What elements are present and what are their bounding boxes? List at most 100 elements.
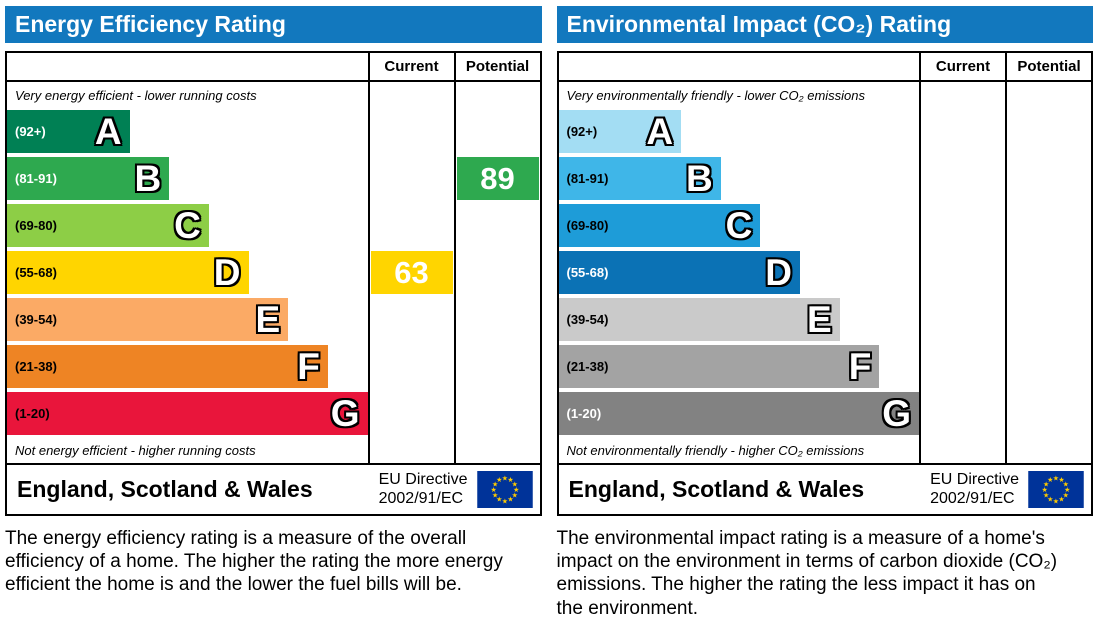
chart-header-spacer	[7, 53, 368, 80]
current-col	[919, 82, 1005, 463]
eu-flag-icon: ★ ★ ★ ★ ★ ★ ★ ★ ★ ★ ★ ★	[476, 471, 533, 508]
eu-flag-icon: ★ ★ ★ ★ ★ ★ ★ ★ ★ ★ ★ ★	[1028, 471, 1084, 508]
potential-value: 89	[456, 157, 539, 200]
footer: England, Scotland & Wales EU Directive 2…	[556, 463, 1093, 516]
band-row-E: (39-54) E	[7, 296, 368, 343]
top-note: Very environmentally friendly - lower CO…	[566, 87, 866, 103]
energy-panel-title: Energy Efficiency Rating	[5, 6, 542, 43]
band-range: (1-20)	[566, 406, 602, 421]
band-row-C: (69-80) C	[7, 202, 368, 249]
region-label: England, Scotland & Wales	[568, 476, 865, 502]
band-range: (39-54)	[15, 312, 57, 327]
band-bar-G: (1-20) G	[7, 392, 368, 435]
band-letter: G	[330, 393, 360, 434]
eu-directive-line1: EU Directive	[930, 471, 1019, 489]
band-row-D: (55-68) D	[7, 249, 368, 296]
band-letter: G	[882, 393, 911, 434]
svg-text:★: ★	[501, 474, 507, 483]
svg-text:★: ★	[511, 491, 517, 500]
environment-rating-chart: Current Potential Very environmentally f…	[556, 51, 1093, 465]
svg-text:★: ★	[1058, 475, 1064, 484]
energy-caption: The energy efficiency rating is a measur…	[5, 528, 503, 596]
environment-panel-title: Environmental Impact (CO₂) Rating	[556, 6, 1093, 43]
band-row-B: (81-91) B	[7, 155, 368, 202]
svg-text:★: ★	[1043, 479, 1049, 488]
potential-col	[1005, 82, 1091, 463]
chart-header-spacer	[559, 53, 920, 80]
footer: England, Scotland & Wales EU Directive 2…	[5, 463, 542, 516]
eu-directive-line2: 2002/91/EC	[378, 489, 464, 507]
band-bar-D: (55-68) D	[558, 251, 801, 294]
band-bar-C: (69-80) C	[558, 204, 761, 247]
chart-body: Very environmentally friendly - lower CO…	[558, 82, 1092, 463]
band-row-F: (21-38) F	[558, 343, 920, 390]
potential-column-header: Potential	[1005, 53, 1091, 80]
bottom-note: Not environmentally friendly - higher CO…	[566, 442, 865, 458]
band-letter: A	[646, 111, 674, 152]
band-range: (55-68)	[566, 265, 609, 280]
eu-directive-line2: 2002/91/EC	[930, 489, 1015, 507]
band-range: (55-68)	[15, 265, 57, 280]
band-row-F: (21-38) F	[7, 343, 368, 390]
bottom-note: Not energy efficient - higher running co…	[15, 442, 256, 458]
svg-text:★: ★	[1047, 475, 1053, 484]
column-header-row: Current Potential	[7, 53, 540, 82]
svg-text:★: ★	[511, 479, 517, 488]
column-header-row: Current Potential	[558, 53, 1091, 82]
svg-text:★: ★	[496, 475, 502, 484]
band-range: (21-38)	[15, 359, 57, 374]
band-letter: F	[848, 346, 872, 387]
band-bar-F: (21-38) F	[558, 345, 880, 388]
band-row-G: (1-20) G	[7, 390, 368, 437]
band-range: (92+)	[15, 124, 46, 139]
band-row-G: (1-20) G	[558, 390, 919, 437]
band-bar-B: (81-91) B	[7, 157, 170, 200]
energy-rating-chart: Current Potential Very energy efficient …	[5, 51, 542, 465]
band-letter: B	[134, 158, 162, 199]
svg-text:★: ★	[1063, 479, 1069, 488]
band-bar-B: (81-91) B	[558, 157, 721, 200]
band-letter: B	[685, 158, 713, 199]
environment-panel-title-text: Environmental Impact (CO₂) Rating	[566, 11, 952, 37]
svg-text:★: ★	[1064, 485, 1070, 494]
band-row-E: (39-54) E	[558, 296, 920, 343]
band-range: (21-38)	[566, 359, 609, 374]
current-column-header: Current	[919, 53, 1005, 80]
svg-text:★: ★	[507, 495, 513, 504]
band-bar-D: (55-68) D	[7, 251, 249, 294]
current-column-header: Current	[367, 53, 454, 80]
current-col: 63	[367, 82, 454, 463]
svg-text:★: ★	[1063, 491, 1069, 500]
potential-column-header: Potential	[453, 53, 540, 80]
top-note: Very energy efficient - lower running co…	[15, 87, 257, 103]
svg-text:★: ★	[496, 495, 502, 504]
band-range: (39-54)	[566, 312, 609, 327]
current-value: 63	[370, 251, 453, 294]
bands-column: Very environmentally friendly - lower CO…	[558, 82, 920, 463]
svg-text:★: ★	[1053, 474, 1059, 483]
svg-text:★: ★	[1047, 495, 1053, 504]
band-range: (81-91)	[566, 171, 609, 186]
svg-text:★: ★	[1058, 495, 1064, 504]
band-letter: C	[174, 205, 201, 246]
eu-directive-label: EU Directive 2002/91/EC	[930, 471, 1028, 508]
region-label: England, Scotland & Wales	[17, 476, 313, 502]
band-letter: E	[807, 299, 832, 340]
band-bar-E: (39-54) E	[7, 298, 289, 341]
svg-text:★: ★	[501, 496, 507, 505]
band-letter: F	[297, 346, 320, 387]
band-range: (1-20)	[15, 406, 50, 421]
svg-text:★: ★	[491, 479, 497, 488]
eu-directive-label: EU Directive 2002/91/EC	[379, 471, 477, 508]
band-row-C: (69-80) C	[558, 202, 920, 249]
band-bar-A: (92+) A	[558, 110, 682, 153]
svg-text:★: ★	[1041, 485, 1047, 494]
svg-text:★: ★	[491, 491, 497, 500]
band-range: (69-80)	[566, 218, 609, 233]
energy-efficiency-panel: Energy Efficiency Rating Current Potenti…	[5, 6, 542, 620]
band-row-D: (55-68) D	[558, 249, 920, 296]
band-bar-E: (39-54) E	[558, 298, 840, 341]
band-letter: D	[213, 252, 241, 293]
energy-panel-title-text: Energy Efficiency Rating	[15, 11, 286, 37]
